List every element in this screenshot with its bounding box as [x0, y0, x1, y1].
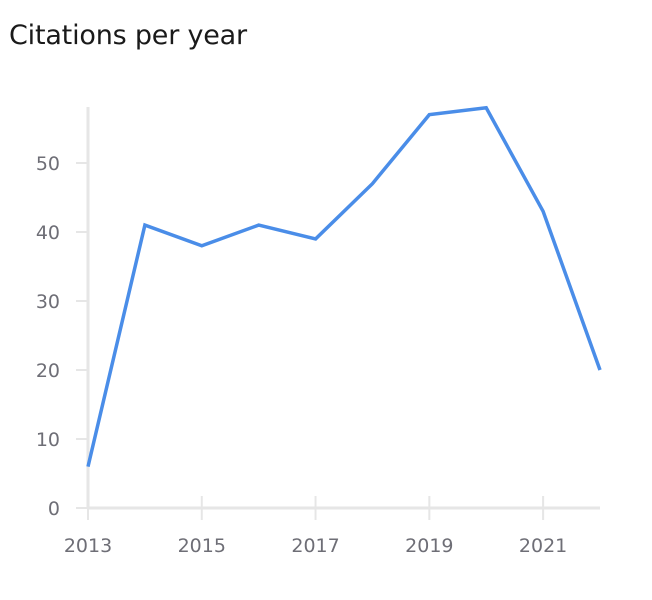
y-tick-label: 40: [36, 222, 60, 244]
y-tick-label: 0: [48, 498, 60, 520]
x-tick-label: 2019: [405, 535, 453, 557]
y-tick-label: 50: [36, 153, 60, 175]
y-tick-label: 20: [36, 360, 60, 382]
y-tick-label: 30: [36, 291, 60, 313]
chart-title: Citations per year: [9, 20, 247, 51]
chart-series: [86, 105, 602, 468]
chart-ticks: 0 10 20 30 40 50 2013 2015 2017 2019 2021: [36, 153, 567, 557]
x-tick-label: 2017: [291, 535, 339, 557]
series-line: [86, 105, 602, 468]
y-tick-label: 10: [36, 429, 60, 451]
x-tick-label: 2021: [519, 535, 567, 557]
x-tick-label: 2013: [64, 535, 112, 557]
chart-axes: [86, 107, 600, 510]
x-tick-label: 2015: [178, 535, 226, 557]
